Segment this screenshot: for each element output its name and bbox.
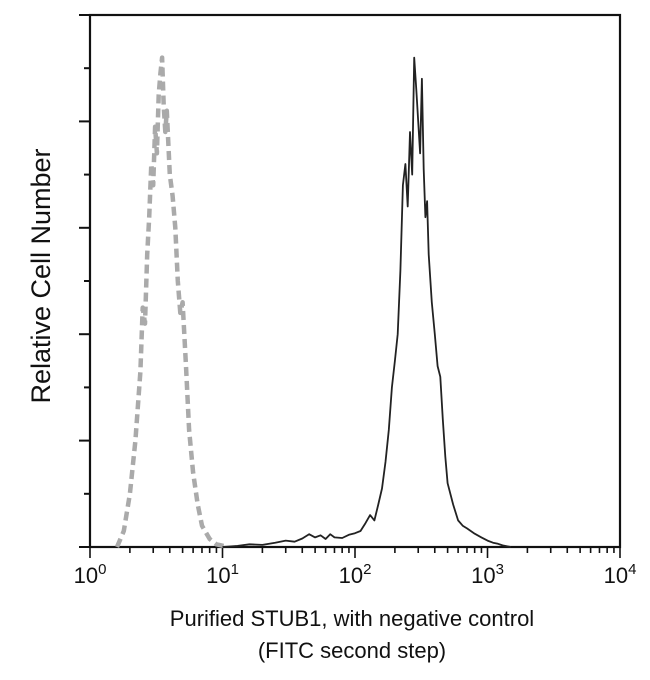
x-tick-label: 100 (74, 561, 107, 588)
x-tick-label: 104 (604, 561, 637, 588)
negative-control-series-line (114, 55, 229, 550)
y-axis-ticks (79, 14, 90, 548)
x-tick-label: 101 (206, 561, 239, 588)
plot-frame (88, 13, 622, 549)
x-axis-label: Purified STUB1, with negative control (170, 606, 534, 631)
stub1-series-line (222, 56, 511, 548)
x-tick-label: 103 (471, 561, 504, 588)
x-axis-tick-labels: 100 101 102 103 104 (74, 561, 637, 588)
series-layer (114, 55, 511, 550)
y-axis-label: Relative Cell Number (26, 148, 56, 403)
x-tick-label: 102 (339, 561, 372, 588)
x-axis-label-line-2: (FITC second step) (258, 638, 446, 663)
x-axis-ticks (89, 547, 621, 558)
plot-border (88, 13, 622, 549)
